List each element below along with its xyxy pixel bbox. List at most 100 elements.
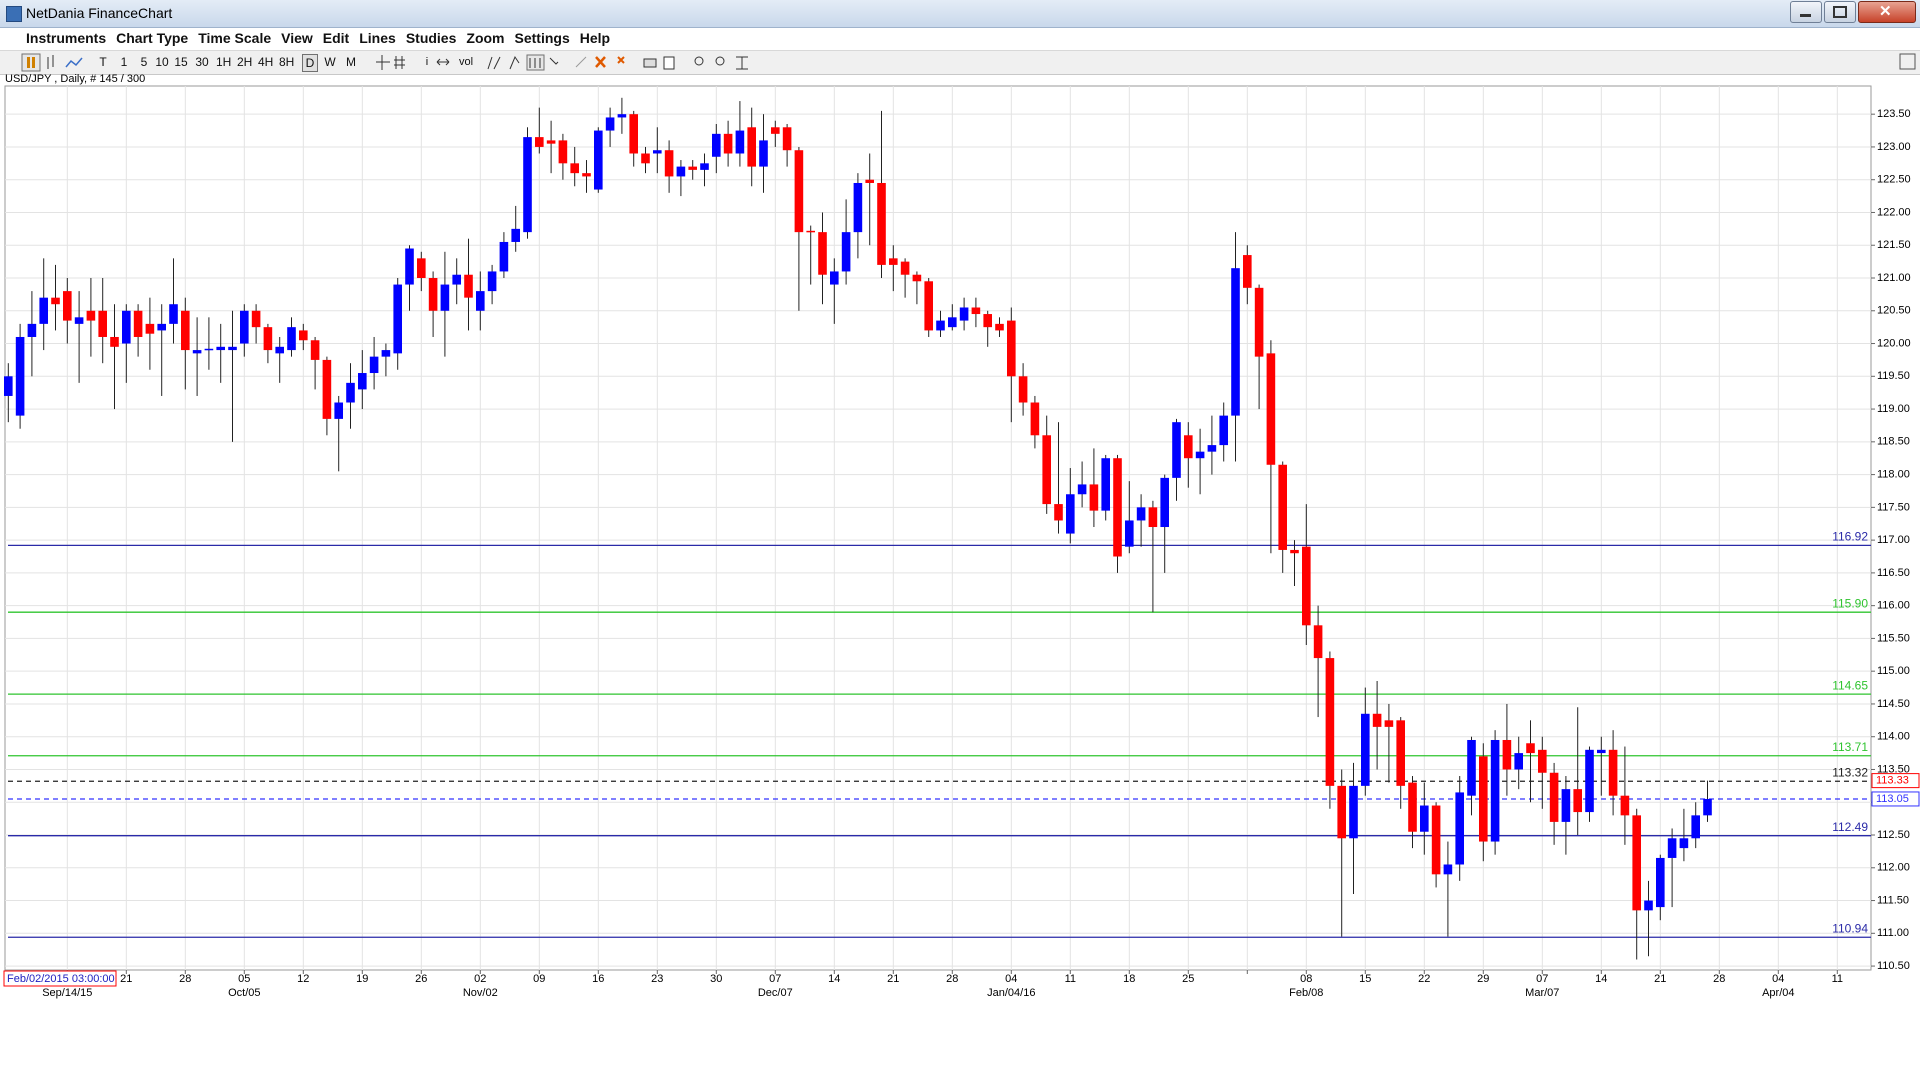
candle-body: [1561, 789, 1571, 822]
cursor-tool[interactable]: [549, 57, 559, 65]
candle-body: [877, 182, 886, 265]
candle-body: [381, 350, 391, 357]
candle-body: [240, 310, 249, 344]
candle-body: [912, 274, 922, 282]
menu-item[interactable]: Settings: [514, 30, 570, 46]
candle-body: [1644, 900, 1653, 911]
y-tick-label: 114.00: [1877, 731, 1910, 743]
y-tick-label: 122.50: [1877, 174, 1911, 186]
candle-body: [27, 323, 37, 337]
candle-body: [1007, 320, 1016, 377]
preview-tool[interactable]: [663, 56, 675, 70]
candle-body: [122, 310, 131, 344]
x-month-label: Jan/04/16: [987, 987, 1035, 999]
menu-item[interactable]: Zoom: [466, 30, 505, 46]
zoom-in-tool[interactable]: [694, 56, 704, 66]
trend-tool[interactable]: [487, 56, 501, 70]
x-tick-label: 29: [1477, 973, 1489, 985]
candle-body: [358, 373, 367, 390]
delete-all-tool[interactable]: [617, 56, 625, 64]
candle-body: [15, 336, 25, 416]
crosshair-tool[interactable]: [376, 55, 390, 70]
timeframe-button[interactable]: 15: [174, 55, 188, 69]
candle-body: [570, 163, 580, 174]
tool-button[interactable]: vol: [459, 56, 474, 68]
candle-body: [51, 297, 60, 305]
candle-body: [1396, 720, 1406, 786]
x-tick-label: 08: [1300, 973, 1312, 985]
draw-tool[interactable]: [575, 56, 587, 68]
y-tick-label: 122.00: [1877, 206, 1911, 218]
candle-body: [995, 323, 1004, 331]
menu-bar: Instruments Chart Type Time Scale View Edit L…: [0, 28, 1920, 51]
timeframe-button[interactable]: 8H: [279, 55, 295, 69]
x-tick-label: 04: [1772, 973, 1784, 985]
menu-item[interactable]: Chart Type: [116, 30, 189, 46]
delete-tool[interactable]: [595, 56, 606, 68]
candle-body: [1054, 504, 1063, 521]
candle-tool[interactable]: [21, 53, 41, 72]
x-tick-label: 14: [828, 973, 840, 985]
y-tick-label: 113.50: [1877, 763, 1910, 775]
menu-item[interactable]: Time Scale: [198, 30, 272, 46]
chart-title: USD/JPY , Daily, # 145 / 300: [5, 74, 145, 85]
bar-tool[interactable]: [47, 55, 54, 69]
grid-tool[interactable]: [394, 56, 405, 69]
timeframe-button[interactable]: M: [346, 55, 356, 69]
fib-tool[interactable]: [509, 55, 520, 70]
fit-tool[interactable]: [736, 56, 748, 70]
menu-item[interactable]: Lines: [359, 30, 396, 46]
close-button[interactable]: ✕: [1858, 1, 1916, 23]
timeframe-button[interactable]: 1H: [216, 55, 232, 69]
candle-body: [830, 271, 839, 285]
line-tool[interactable]: [65, 57, 83, 68]
menu-item[interactable]: View: [281, 30, 313, 46]
menu-item[interactable]: Instruments: [26, 30, 107, 46]
x-tick-label: 05: [238, 973, 250, 985]
candle-body: [275, 346, 285, 354]
candle-body: [712, 133, 721, 157]
candle-body: [1207, 445, 1217, 452]
timeframe-button[interactable]: 1: [120, 55, 128, 69]
menu-item[interactable]: Help: [579, 30, 611, 46]
y-tick-label: 123.00: [1877, 141, 1911, 153]
candle-body: [1313, 625, 1323, 659]
zoom-out-tool[interactable]: [715, 56, 725, 66]
menu-item[interactable]: Studies: [405, 30, 457, 46]
candle-body: [1219, 415, 1229, 446]
maximize-button[interactable]: [1824, 1, 1856, 23]
candle-body: [853, 182, 863, 233]
app-icon: [6, 6, 22, 22]
timeframe-button[interactable]: T: [99, 55, 107, 69]
timeframe-button[interactable]: D: [302, 54, 318, 72]
panel-toggle[interactable]: [1899, 53, 1916, 70]
timeframe-button[interactable]: W: [324, 55, 336, 69]
x-tick-label: 25: [1182, 973, 1194, 985]
timeframe-button[interactable]: 5: [140, 55, 148, 69]
x-month-label: Feb/08: [1289, 987, 1323, 999]
print-tool[interactable]: [643, 58, 657, 68]
candle-body: [133, 310, 143, 337]
y-tick-label: 119.50: [1877, 370, 1910, 382]
candle-body: [841, 232, 851, 272]
menu-item[interactable]: Edit: [322, 30, 350, 46]
candle-body: [723, 133, 733, 154]
window-title: NetDania FinanceChart: [26, 5, 173, 21]
candle-body: [983, 314, 993, 328]
candle-body: [228, 346, 237, 351]
candle-body: [794, 150, 804, 233]
tool-button[interactable]: i: [425, 56, 429, 68]
pan-tool[interactable]: [436, 58, 450, 66]
plot-area: [4, 85, 1872, 971]
timeframe-button[interactable]: 10: [155, 55, 169, 69]
timeframe-button[interactable]: 2H: [237, 55, 253, 69]
timeframe-button[interactable]: 4H: [258, 55, 274, 69]
candle-body: [464, 274, 473, 298]
x-tick-label: 19: [356, 973, 368, 985]
candle-body: [948, 317, 957, 328]
level-label: 110.94: [1832, 921, 1868, 935]
minimize-button[interactable]: [1790, 1, 1822, 23]
title-bar: NetDania FinanceChart ✕: [0, 0, 1920, 28]
candle-body: [1195, 451, 1205, 459]
timeframe-button[interactable]: 30: [195, 55, 209, 69]
